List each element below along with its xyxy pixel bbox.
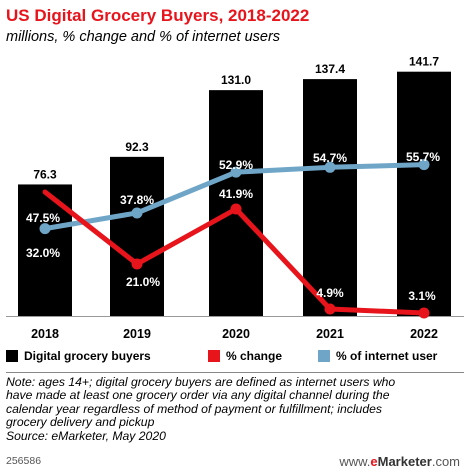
chart-subtitle: millions, % change and % of internet use…	[6, 29, 281, 45]
point-label-internet: 52.9%	[219, 158, 253, 172]
bar-value-label: 131.0	[221, 73, 251, 87]
point-label-internet: 37.8%	[120, 193, 154, 207]
point-internet	[324, 161, 336, 173]
point-label-internet: 55.7%	[406, 150, 440, 164]
annotation-label: 47.5%	[26, 211, 60, 225]
point-internet	[39, 223, 51, 235]
x-tick-label: 2019	[123, 327, 151, 341]
chart-plot: 76.3 92.3 131.0 137.4 141.7 2018 2019 2020 2021 2…	[6, 55, 464, 341]
bar-value-label: 92.3	[125, 140, 149, 154]
x-tick-label: 2022	[410, 327, 438, 341]
point-change	[230, 203, 242, 215]
point-label-change: 4.9%	[316, 286, 344, 300]
x-tick-label: 2021	[316, 327, 344, 341]
point-label-internet: 32.0%	[26, 246, 60, 260]
brand-name: Marketer	[377, 454, 432, 469]
bar	[303, 79, 357, 316]
legend-label-internet: % of internet user	[336, 349, 438, 363]
note-line: calendar year regardless of method of pa…	[6, 401, 382, 416]
point-internet	[418, 159, 430, 171]
brand-e: e	[370, 454, 378, 469]
note-line: grocery delivery and pickup	[6, 415, 155, 430]
point-change	[131, 258, 143, 270]
bar	[209, 90, 263, 316]
note-line: have made at least one grocery order via…	[6, 388, 390, 403]
legend-label-change: % change	[226, 349, 283, 363]
bar	[110, 156, 164, 316]
point-internet	[131, 207, 143, 219]
note-line: Note: ages 14+; digital grocery buyers a…	[6, 375, 396, 389]
point-label-change: 41.9%	[219, 187, 253, 201]
divider	[6, 372, 464, 373]
chart-id: 256586	[6, 455, 42, 467]
chart-note: Note: ages 14+; digital grocery buyers a…	[6, 375, 464, 443]
x-tick-label: 2018	[31, 327, 59, 341]
legend-swatch-buyers	[6, 350, 18, 362]
bar-value-label: 141.7	[409, 55, 439, 69]
bar-value-label: 137.4	[315, 62, 345, 76]
point-change	[324, 303, 336, 315]
brand-prefix: www.	[339, 454, 371, 469]
bar	[397, 71, 451, 316]
legend: Digital grocery buyers % change % of int…	[6, 347, 468, 365]
brand-suffix: .com	[431, 454, 460, 469]
point-label-internet: 54.7%	[313, 151, 347, 165]
legend-swatch-change	[208, 350, 220, 362]
legend-label-buyers: Digital grocery buyers	[24, 349, 151, 363]
note-source: Source: eMarketer, May 2020	[6, 428, 166, 443]
legend-swatch-internet	[318, 350, 330, 362]
brand-logo: www.eMarketer.com	[339, 454, 460, 469]
x-tick-label: 2020	[222, 327, 250, 341]
point-label-change: 3.1%	[408, 289, 436, 303]
bar-value-label: 76.3	[33, 167, 57, 181]
point-internet	[230, 166, 242, 178]
chart-title: US Digital Grocery Buyers, 2018-2022	[6, 6, 310, 25]
point-change	[418, 307, 430, 319]
point-label-change: 21.0%	[126, 275, 160, 289]
